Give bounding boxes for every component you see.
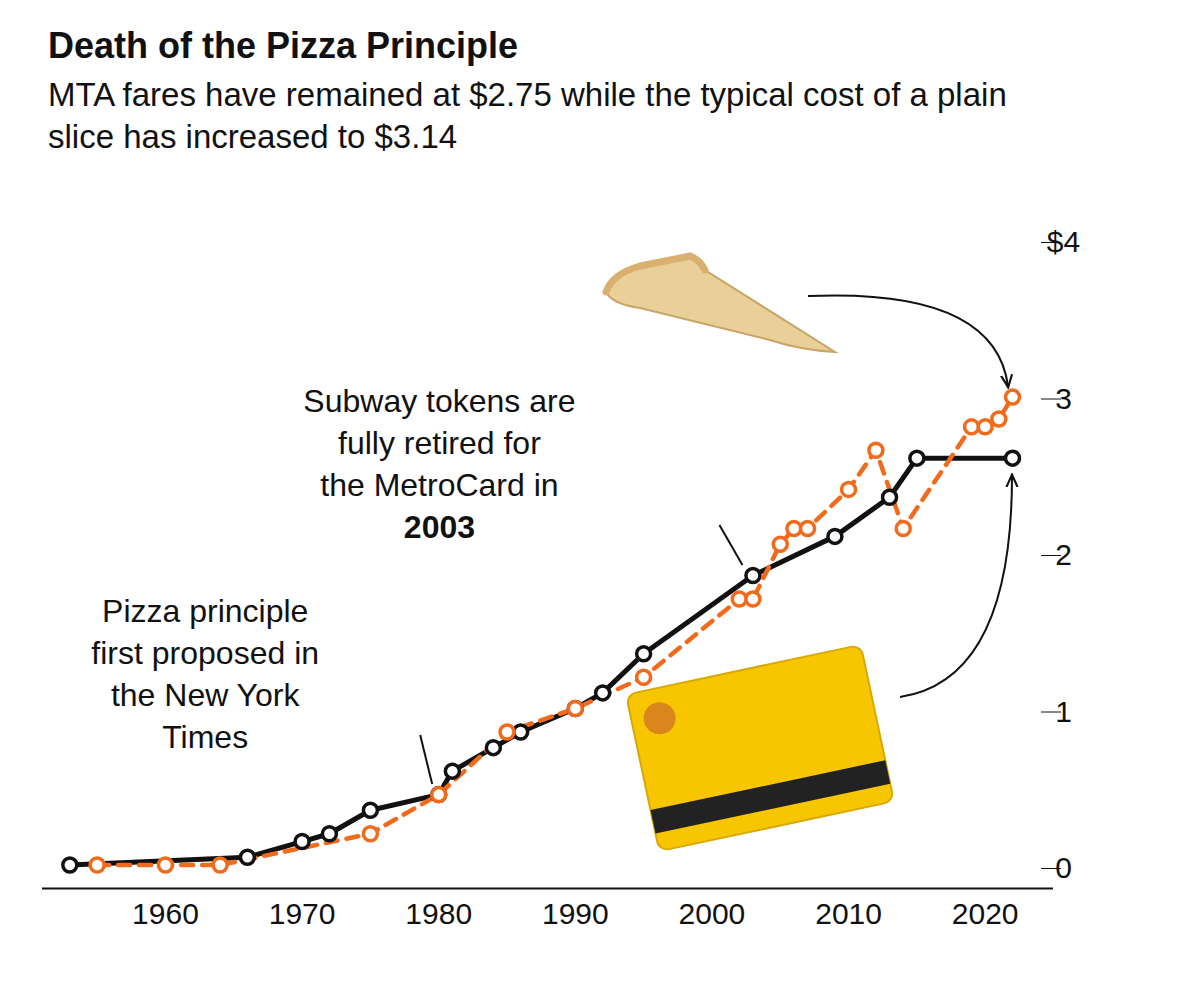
svg-text:first proposed in: first proposed in — [91, 635, 319, 671]
svg-text:2010: 2010 — [815, 897, 882, 930]
html-text:MTA fares have remained at $2.: MTA fares have remained at $2.75 while t… — [48, 76, 1007, 155]
html-text:Death of the Pizza Principle: Death of the Pizza Principle — [48, 25, 519, 66]
svg-text:the MetroCard in: the MetroCard in — [320, 467, 558, 503]
svg-text:1960: 1960 — [132, 897, 199, 930]
svg-text:0: 0 — [1055, 851, 1072, 884]
svg-text:Times: Times — [162, 719, 248, 755]
svg-text:3: 3 — [1055, 382, 1072, 415]
svg-text:the New York: the New York — [111, 677, 301, 713]
svg-text:2000: 2000 — [679, 897, 746, 930]
svg-text:2003: 2003 — [404, 509, 475, 545]
svg-text:$4: $4 — [1047, 225, 1080, 258]
svg-text:2: 2 — [1055, 538, 1072, 571]
svg-text:2020: 2020 — [952, 897, 1019, 930]
svg-text:1980: 1980 — [405, 897, 472, 930]
svg-text:1: 1 — [1055, 695, 1072, 728]
svg-text:1990: 1990 — [542, 897, 609, 930]
svg-text:1970: 1970 — [269, 897, 336, 930]
svg-text:fully retired for: fully retired for — [338, 425, 541, 461]
svg-text:Pizza principle: Pizza principle — [102, 593, 308, 629]
svg-text:Subway tokens are: Subway tokens are — [303, 383, 575, 419]
